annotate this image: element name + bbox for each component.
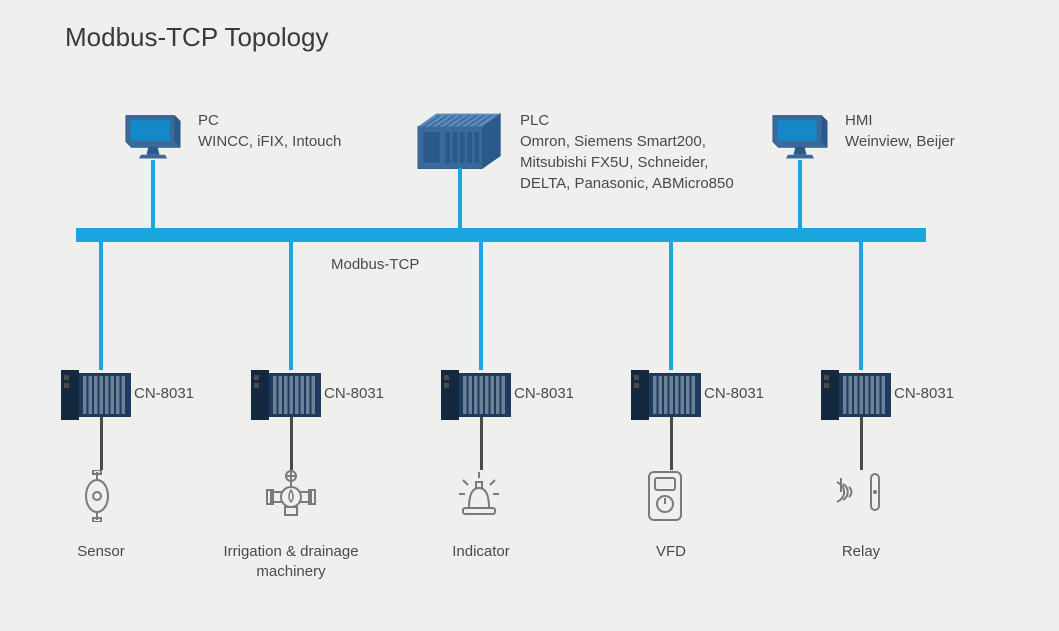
module-label-3: CN-8031 [704, 385, 764, 402]
plc-icon [412, 110, 508, 174]
module-icon-1 [251, 370, 321, 420]
device-link-3 [670, 417, 673, 470]
hmi-heading: HMI [845, 110, 1059, 131]
downlink-3 [669, 242, 673, 370]
hmi-uplink [798, 160, 802, 228]
plc-uplink [458, 168, 462, 228]
irrigation-icon [265, 470, 317, 527]
bus-label: Modbus-TCP [331, 256, 419, 273]
indicator-label: Indicator [391, 542, 571, 562]
module-label-2: CN-8031 [514, 385, 574, 402]
hmi-label: HMIWeinview, Beijer [845, 110, 1059, 152]
bus-bar [76, 228, 926, 242]
plc-label: PLCOmron, Siemens Smart200,Mitsubishi FX… [520, 110, 750, 194]
module-icon-3 [631, 370, 701, 420]
module-label-4: CN-8031 [894, 385, 954, 402]
hmi-icon [767, 110, 833, 166]
hmi-sub: Weinview, Beijer [845, 131, 1059, 152]
vfd-label: VFD [581, 542, 761, 562]
module-label-0: CN-8031 [134, 385, 194, 402]
plc-sub: Omron, Siemens Smart200,Mitsubishi FX5U,… [520, 131, 750, 194]
device-link-0 [100, 417, 103, 470]
relay-label: Relay [771, 542, 951, 562]
module-label-1: CN-8031 [324, 385, 384, 402]
pc-heading: PC [198, 110, 428, 131]
irrigation-label: Irrigation & drainagemachinery [201, 542, 381, 581]
device-link-4 [860, 417, 863, 470]
indicator-icon [455, 470, 503, 523]
downlink-0 [99, 242, 103, 370]
module-icon-0 [61, 370, 131, 420]
pc-sub: WINCC, iFIX, Intouch [198, 131, 428, 152]
module-icon-4 [821, 370, 891, 420]
sensor-label: Sensor [11, 542, 191, 562]
diagram-canvas: Modbus-TCP Topology Modbus-TCP PCWINCC, i… [0, 0, 1059, 631]
module-icon-2 [441, 370, 511, 420]
pc-uplink [151, 160, 155, 228]
device-link-2 [480, 417, 483, 470]
sensor-icon [75, 470, 119, 527]
plc-heading: PLC [520, 110, 750, 131]
vfd-icon [645, 470, 685, 527]
device-link-1 [290, 417, 293, 470]
relay-icon [835, 470, 887, 519]
pc-label: PCWINCC, iFIX, Intouch [198, 110, 428, 152]
downlink-1 [289, 242, 293, 370]
diagram-title: Modbus-TCP Topology [65, 22, 329, 53]
pc-icon [120, 110, 186, 166]
downlink-4 [859, 242, 863, 370]
downlink-2 [479, 242, 483, 370]
